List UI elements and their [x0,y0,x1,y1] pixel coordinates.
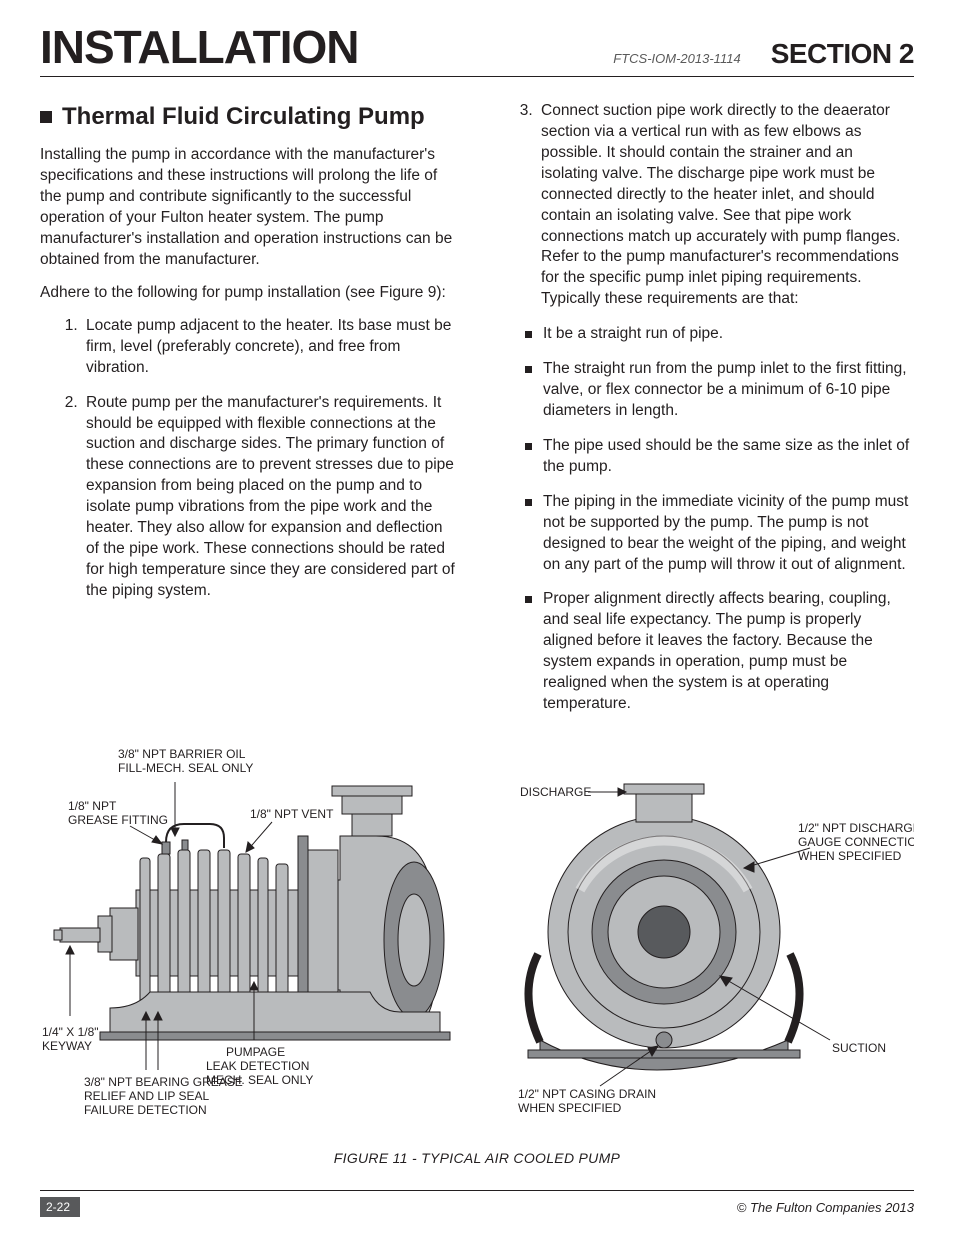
figure-11: 3/8" NPT BARRIER OIL FILL-MECH. SEAL ONL… [40,740,914,1160]
label-bearing-3: FAILURE DETECTION [84,1103,207,1117]
bullet-2: The straight run from the pump inlet to … [525,359,914,422]
label-drain-1: 1/2" NPT CASING DRAIN [518,1087,656,1101]
step-3: Connect suction pipe work directly to th… [537,101,914,310]
page-title: INSTALLATION [40,20,358,74]
page-number: 2-22 [40,1197,80,1217]
section-label: SECTION 2 [771,38,914,70]
label-keyway-2: KEYWAY [42,1039,92,1053]
label-keyway-1: 1/4" X 1/8" [42,1025,99,1039]
label-pumpage-2: LEAK DETECTION [206,1059,309,1073]
label-disch-gauge-2: GAUGE CONNECTION [798,835,914,849]
bullet-square-icon [40,111,52,123]
label-suction: SUCTION [832,1041,886,1055]
intro-paragraph-2: Adhere to the following for pump install… [40,283,459,304]
copyright: © The Fulton Companies 2013 [737,1200,914,1215]
numbered-steps-right: Connect suction pipe work directly to th… [495,101,914,310]
label-pumpage-1: PUMPAGE [226,1045,285,1059]
step-2: Route pump per the manufacturer's requir… [82,393,459,602]
figure-caption: FIGURE 11 - TYPICAL AIR COOLED PUMP [40,1150,914,1166]
requirement-bullets: It be a straight run of pipe. The straig… [495,324,914,715]
label-barrier-oil-2: FILL-MECH. SEAL ONLY [118,761,253,775]
label-disch-gauge-1: 1/2" NPT DISCHARGE [798,821,914,835]
label-vent: 1/8" NPT VENT [250,807,334,821]
footer-rule [40,1190,914,1191]
body-columns: Thermal Fluid Circulating Pump Installin… [40,101,914,729]
bullet-1: It be a straight run of pipe. [525,324,914,345]
numbered-steps-left: Locate pump adjacent to the heater. Its … [40,316,459,602]
label-bearing-1: 3/8" NPT BEARING GREASE [84,1075,243,1089]
page-header: INSTALLATION FTCS-IOM-2013-1114 SECTION … [40,20,914,77]
label-grease-1: 1/8" NPT [68,799,117,813]
page-footer: 2-22 © The Fulton Companies 2013 [0,1197,954,1217]
document-id: FTCS-IOM-2013-1114 [613,51,740,66]
pump-diagram: 3/8" NPT BARRIER OIL FILL-MECH. SEAL ONL… [40,740,914,1160]
label-grease-2: GREASE FITTING [68,813,168,827]
bullet-3: The pipe used should be the same size as… [525,436,914,478]
label-discharge: DISCHARGE [520,785,591,799]
intro-paragraph-1: Installing the pump in accordance with t… [40,145,459,271]
left-column: Thermal Fluid Circulating Pump Installin… [40,101,459,729]
step-1: Locate pump adjacent to the heater. Its … [82,316,459,379]
label-drain-2: WHEN SPECIFIED [518,1101,622,1115]
header-right: FTCS-IOM-2013-1114 SECTION 2 [613,38,914,70]
pump-front-view [528,784,800,1070]
bullet-5: Proper alignment directly affects bearin… [525,589,914,715]
label-bearing-2: RELIEF AND LIP SEAL [84,1089,209,1103]
label-disch-gauge-3: WHEN SPECIFIED [798,849,902,863]
right-column: Connect suction pipe work directly to th… [495,101,914,729]
subheading: Thermal Fluid Circulating Pump [40,101,459,133]
label-barrier-oil-1: 3/8" NPT BARRIER OIL [118,747,246,761]
subheading-text: Thermal Fluid Circulating Pump [62,101,425,133]
bullet-4: The piping in the immediate vicinity of … [525,492,914,576]
